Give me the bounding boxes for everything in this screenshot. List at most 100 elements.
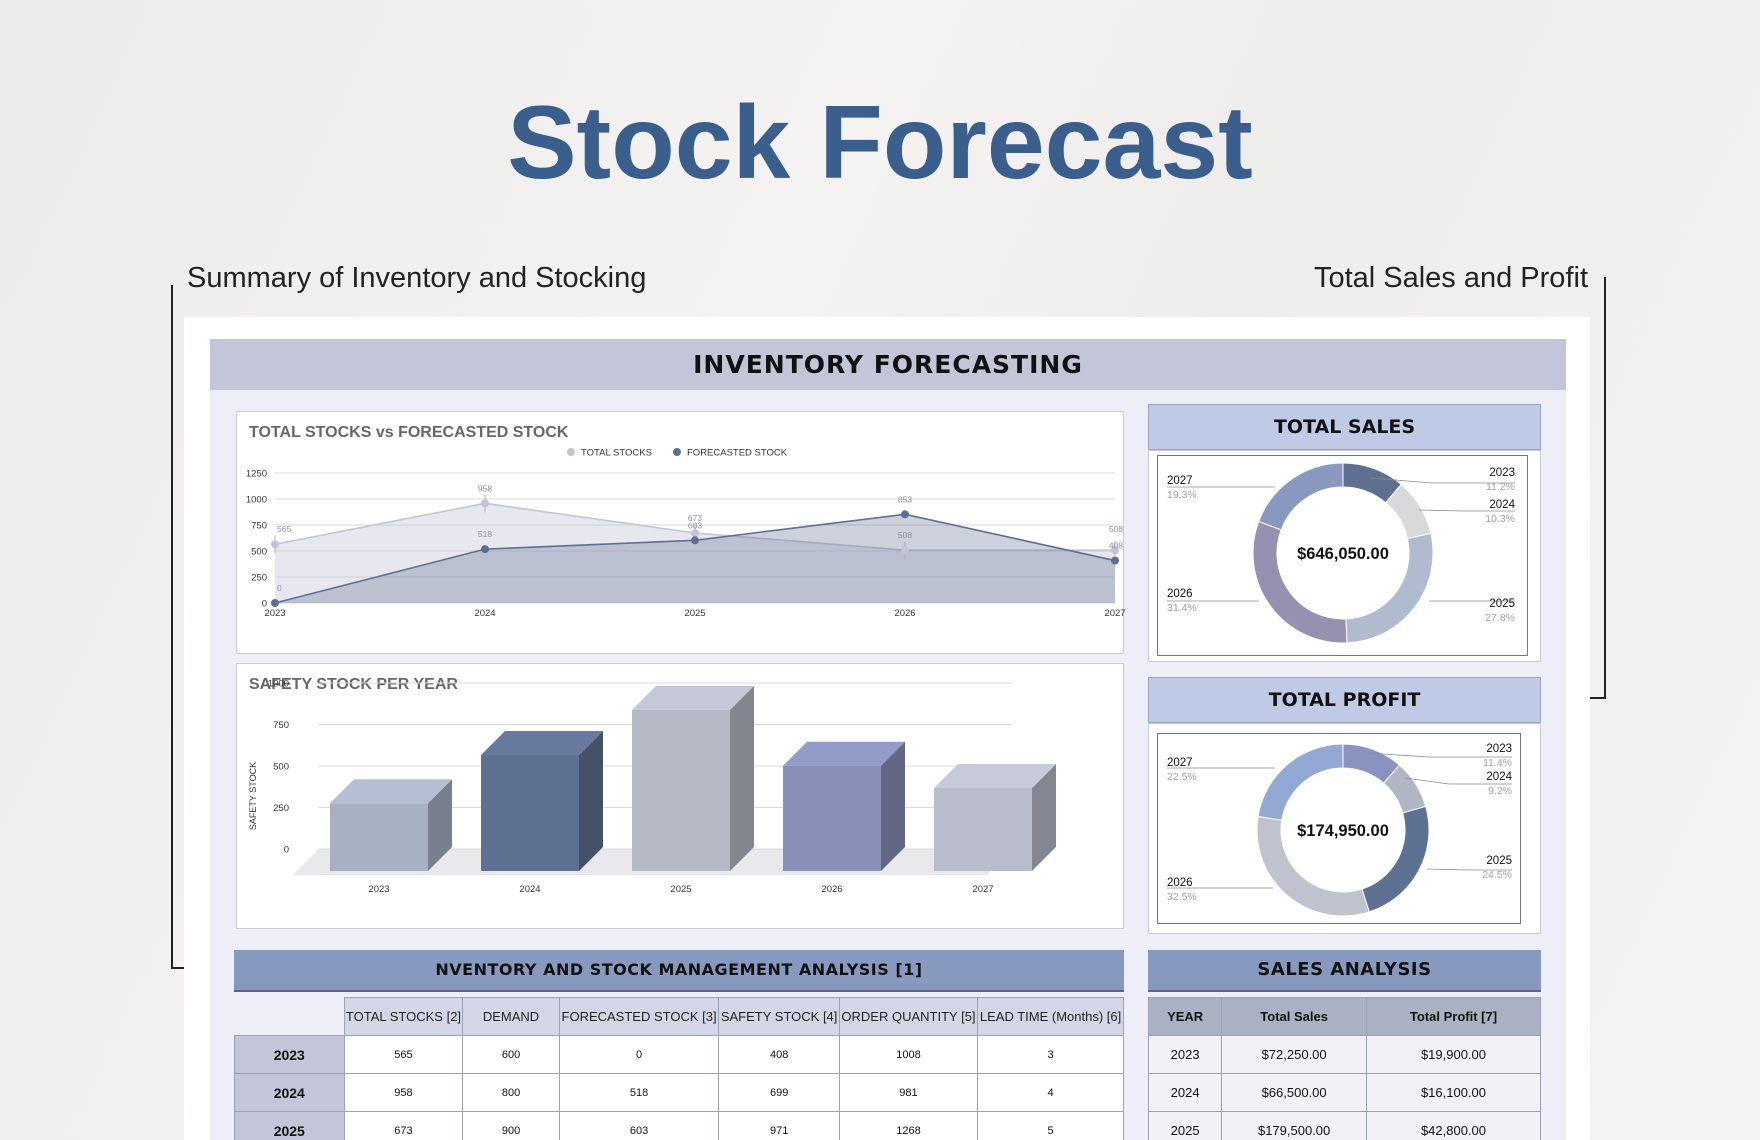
donut-year-label: 2027: [1167, 757, 1193, 769]
donut-year-label: 2024: [1486, 771, 1512, 783]
donut-pct-label: 32.5%: [1167, 891, 1197, 903]
x-tick-label: 2026: [894, 608, 915, 619]
column-header: LEAD TIME (Months) [6]: [977, 997, 1124, 1036]
column-header: ORDER QUANTITY [5]: [838, 997, 979, 1036]
sales-analysis-header: SALES ANALYSIS: [1148, 950, 1541, 992]
bar-front: [330, 803, 428, 871]
data-label: 673: [688, 513, 702, 523]
y-tick-label: 250: [273, 803, 289, 814]
data-label: 518: [478, 529, 492, 539]
donut-pct-label: 31.4%: [1167, 602, 1197, 614]
bar-top: [934, 764, 1056, 788]
table-header-row: YEAR Total Sales Total Profit [7]: [1147, 997, 1542, 1036]
table-cell: 981: [838, 1073, 979, 1112]
row-year: 2025: [234, 1111, 345, 1140]
data-point: [691, 536, 699, 545]
donut-pct-label: 11.4%: [1483, 757, 1512, 769]
safety-stock-bar-chart: 0 250 500 750 1000 SAFETY STOCK 2023 2024 2025 20…: [248, 679, 1056, 895]
leader-line: [1418, 509, 1515, 512]
total-sales-donut: $646,050.00 2023 11.2% 2024 10.3% 2025 27.8% 20…: [1167, 462, 1516, 644]
leader-line: [1366, 752, 1512, 758]
donut-center-value: $174,950.00: [1297, 822, 1389, 840]
row-year: 2024: [234, 1073, 345, 1112]
table-cell: 408: [718, 1035, 840, 1074]
table-row: 2024 $66,500.00 $16,100.00: [1147, 1073, 1542, 1112]
donut-year-label: 2025: [1486, 855, 1512, 867]
bar-top: [783, 741, 905, 766]
column-header: Total Profit [7]: [1365, 997, 1542, 1036]
leader-line: [1370, 477, 1515, 484]
y-tick-label: 1250: [246, 469, 267, 480]
donut-pct-label: 19.3%: [1167, 489, 1197, 501]
donut-year-label: 2026: [1167, 877, 1193, 889]
stocks-line-chart: TOTAL STOCKS FORECASTED STOCK 0 250 500 750 10…: [246, 448, 1125, 620]
data-label: 565: [277, 524, 291, 534]
column-header: Total Sales: [1221, 997, 1367, 1036]
data-label: 508: [898, 530, 912, 540]
table-cell: 5: [977, 1111, 1124, 1140]
data-point: [691, 529, 699, 538]
legend-forecasted-label: FORECASTED STOCK: [687, 448, 788, 459]
table-row: 2025 $179,500.00 $42,800.00: [1147, 1111, 1542, 1140]
table-cell: 2023: [1147, 1035, 1223, 1074]
safety-stock-bar-chart-card: SAFETY STOCK PER YEAR 0 250 500 750 1000 SAFE…: [236, 663, 1124, 929]
table-cell: 518: [558, 1073, 720, 1112]
bar-2023: [330, 779, 452, 871]
y-tick-label: 0: [284, 845, 289, 856]
leader-line: [1404, 777, 1512, 785]
y-tick-label: 250: [251, 573, 267, 584]
column-header: SAFETY STOCK [4]: [718, 997, 840, 1036]
bar-side: [730, 685, 754, 871]
donut-year-label: 2023: [1489, 467, 1515, 479]
total-profit-frame: [1157, 733, 1521, 924]
x-tick-label: 2027: [1104, 608, 1125, 619]
caption-inventory-summary: Summary of Inventory and Stocking: [187, 262, 647, 294]
table-cell: 565: [343, 1035, 464, 1074]
stocks-line-chart-card: TOTAL STOCKS vs FORECASTED STOCK TOTAL S…: [236, 411, 1125, 654]
table-row: 2024 958 800 518 699 981 4: [234, 1073, 1124, 1112]
row-year: 2023: [234, 1035, 345, 1074]
table-cell: 958: [343, 1073, 464, 1112]
table-cell: 971: [718, 1111, 840, 1140]
table-corner: [234, 997, 345, 1036]
caption-sales-profit: Total Sales and Profit: [1313, 262, 1588, 294]
bar-top: [632, 685, 754, 710]
legend-forecasted-marker: [673, 448, 681, 456]
line-chart-title: TOTAL STOCKS vs FORECASTED STOCK: [249, 424, 569, 441]
bracket-left: [171, 285, 195, 969]
leader-line: [1426, 868, 1512, 871]
sales-analysis-table: YEAR Total Sales Total Profit [7] 2023 $…: [1147, 997, 1542, 1140]
total-profit-card: $174,950.00 2023 11.4% 2024 9.2% 2025 24.5% 202…: [1148, 723, 1541, 934]
data-point: [901, 510, 909, 519]
donut-year-label: 2023: [1486, 743, 1512, 755]
y-tick-label: 500: [251, 547, 267, 558]
total-sales-header: TOTAL SALES: [1148, 404, 1541, 450]
table-row: 2025 673 900 603 971 1268 5: [234, 1111, 1124, 1140]
donut-pct-label: 10.3%: [1485, 513, 1515, 525]
column-header: DEMAND: [462, 997, 560, 1036]
dashboard: INVENTORY FORECASTING TOTAL STOCKS vs FO…: [210, 339, 1566, 1140]
column-header: TOTAL STOCKS [2]: [343, 997, 464, 1036]
donut-year-label: 2024: [1489, 499, 1515, 511]
table-cell: 1268: [838, 1111, 979, 1140]
bar-front: [481, 754, 579, 871]
y-tick-label: 1000: [246, 495, 267, 506]
table-cell: $72,250.00: [1221, 1035, 1367, 1074]
table-cell: 4: [977, 1073, 1124, 1112]
total-sales-frame: [1157, 455, 1528, 656]
table-cell: 3: [977, 1035, 1124, 1074]
bar-top: [481, 730, 603, 755]
dashboard-header: INVENTORY FORECASTING: [210, 339, 1566, 390]
bar-top: [330, 779, 452, 804]
x-tick-label: 2025: [670, 884, 691, 895]
data-label: 508: [1109, 524, 1123, 534]
inventory-analysis-table: TOTAL STOCKS [2] DEMAND FORECASTED STOCK…: [234, 997, 1124, 1140]
donut-pct-label: 27.8%: [1485, 612, 1515, 624]
table-row: 2023 $72,250.00 $19,900.00: [1147, 1035, 1542, 1074]
legend-total-stocks-marker: [567, 448, 575, 456]
donut-slice-2026: [1252, 520, 1348, 644]
data-point: [481, 545, 489, 554]
bar-front: [934, 788, 1032, 871]
data-point: [271, 540, 279, 549]
data-label: 603: [688, 520, 702, 530]
